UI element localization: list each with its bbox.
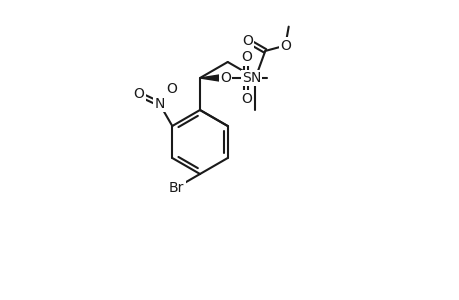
Text: O: O bbox=[166, 82, 177, 96]
Text: N: N bbox=[250, 71, 260, 85]
Text: S: S bbox=[241, 71, 250, 85]
Text: O: O bbox=[134, 87, 144, 101]
Text: O: O bbox=[220, 71, 230, 85]
Text: O: O bbox=[241, 92, 251, 106]
Text: O: O bbox=[280, 39, 290, 52]
Polygon shape bbox=[200, 74, 225, 82]
Text: O: O bbox=[241, 50, 251, 64]
Text: Br: Br bbox=[168, 181, 184, 195]
Text: N: N bbox=[154, 97, 164, 111]
Text: O: O bbox=[241, 34, 252, 47]
